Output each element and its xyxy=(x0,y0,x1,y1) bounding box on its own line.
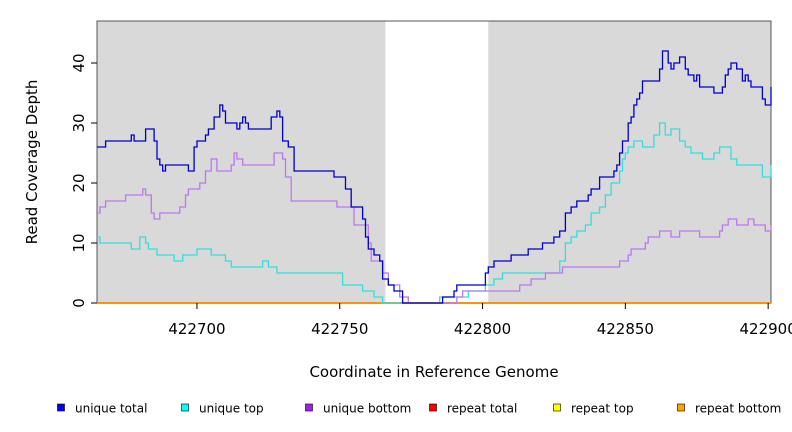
legend-label-unique-total: unique total xyxy=(75,402,147,416)
legend-label-unique-bottom: unique bottom xyxy=(323,402,411,416)
legend-swatch-unique-total xyxy=(57,403,65,412)
shaded-region-2 xyxy=(488,21,771,303)
x-tick-label: 422700 xyxy=(168,320,225,338)
x-axis-label: Coordinate in Reference Genome xyxy=(309,363,558,381)
x-tick-label: 422850 xyxy=(597,320,654,338)
x-tick-label: 422900 xyxy=(740,320,792,338)
legend-label-repeat-bottom: repeat bottom xyxy=(695,402,781,416)
shaded-regions xyxy=(97,21,771,303)
y-tick-label: 0 xyxy=(70,298,88,308)
x-tick-label: 422750 xyxy=(311,320,368,338)
y-axis-label: Read Coverage Depth xyxy=(23,80,41,245)
y-tick-label: 40 xyxy=(70,53,88,72)
series-line-unique-bottom xyxy=(97,152,772,304)
y-tick-label: 30 xyxy=(70,113,88,132)
axes: 0 10 20 30 40 422700 422750 422800 422850 422900 xyxy=(70,53,792,338)
y-tick-label: 20 xyxy=(70,173,88,192)
legend-swatch-unique-top xyxy=(181,403,189,412)
series-line-unique-total xyxy=(97,50,772,304)
legend-label-repeat-top: repeat top xyxy=(571,402,634,416)
series-lines xyxy=(97,50,772,304)
legend-label-unique-top: unique top xyxy=(199,402,264,416)
y-tick-label: 10 xyxy=(70,233,88,252)
legend-swatch-repeat-top xyxy=(553,403,561,412)
legend-swatch-repeat-bottom xyxy=(677,403,685,412)
legend-swatch-repeat-total xyxy=(429,403,437,412)
x-tick-label: 422800 xyxy=(454,320,511,338)
legend: unique total unique top unique bottom repea… xyxy=(57,402,781,416)
legend-label-repeat-total: repeat total xyxy=(447,402,517,416)
shaded-region-1 xyxy=(97,21,386,303)
series-line-unique-top xyxy=(97,122,772,304)
legend-swatch-unique-bottom xyxy=(305,403,313,412)
